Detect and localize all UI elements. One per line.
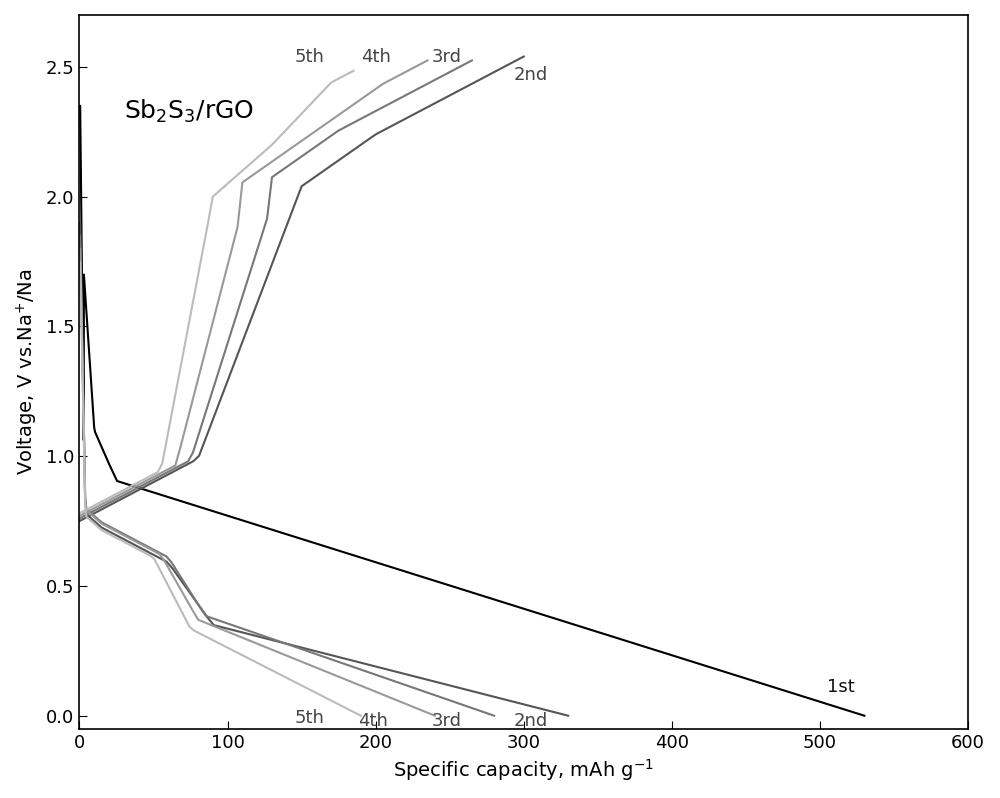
Text: 3rd: 3rd xyxy=(432,712,462,730)
Text: $\mathregular{Sb_2S_3}$/rGO: $\mathregular{Sb_2S_3}$/rGO xyxy=(124,98,254,125)
Text: 5th: 5th xyxy=(294,709,324,728)
Text: 1st: 1st xyxy=(827,678,855,697)
Text: 4th: 4th xyxy=(358,712,388,730)
Y-axis label: Voltage, V vs.Na$^{+}$/Na: Voltage, V vs.Na$^{+}$/Na xyxy=(15,269,40,475)
Text: 3rd: 3rd xyxy=(432,48,462,65)
Text: 4th: 4th xyxy=(361,48,391,65)
X-axis label: Specific capacity, mAh g$^{-1}$: Specific capacity, mAh g$^{-1}$ xyxy=(393,757,654,783)
Text: 5th: 5th xyxy=(294,48,324,65)
Text: 2nd: 2nd xyxy=(514,712,548,730)
Text: 2nd: 2nd xyxy=(514,66,548,84)
